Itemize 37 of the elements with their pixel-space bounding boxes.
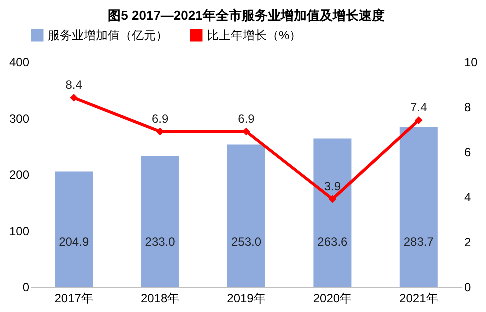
data-label: 263.6 — [318, 235, 348, 249]
y-tick-label: 100 — [9, 224, 30, 238]
x-tick-label: 2021年 — [400, 292, 438, 306]
point — [328, 195, 337, 204]
bar — [314, 138, 352, 287]
x-tick-label: 2018年 — [140, 292, 180, 306]
data-label: 204.9 — [59, 235, 90, 249]
y-tick-label: 400 — [9, 56, 30, 70]
bar — [141, 156, 180, 287]
y2-tick-label: 0 — [464, 280, 472, 294]
bar — [400, 127, 438, 287]
y-tick-label: 300 — [9, 112, 30, 126]
y2-tick-label: 2 — [464, 236, 472, 250]
legend-label: 服务业增加值（亿元） — [48, 28, 168, 43]
data-label: 3.9 — [324, 179, 342, 194]
y-tick-label: 0 — [22, 280, 30, 294]
data-label: 8.4 — [66, 78, 83, 92]
bar — [228, 144, 266, 287]
data-label: 6.9 — [238, 112, 256, 126]
y2-tick-label: 6 — [464, 146, 472, 160]
y2-tick-label: 8 — [464, 100, 472, 114]
y-tick-label: 200 — [9, 168, 30, 182]
bar — [55, 172, 94, 287]
data-label: 233.0 — [145, 235, 176, 249]
chart-title: 图5 2017—2021年全市服务业增加值及增长速度 — [108, 8, 385, 23]
point — [415, 116, 423, 124]
point — [70, 94, 78, 102]
data-label: 7.4 — [410, 100, 428, 114]
y2-tick-label: 10 — [464, 56, 478, 70]
data-label: 283.7 — [404, 235, 434, 249]
legend-label: 比上年增长（%） — [207, 28, 302, 43]
x-tick-label: 2019年 — [227, 292, 266, 306]
data-label: 6.9 — [152, 112, 169, 126]
x-tick-label: 2020年 — [313, 292, 352, 306]
y2-tick-label: 4 — [464, 190, 472, 204]
data-label: 253.0 — [231, 235, 262, 249]
x-tick-label: 2017年 — [54, 292, 94, 306]
